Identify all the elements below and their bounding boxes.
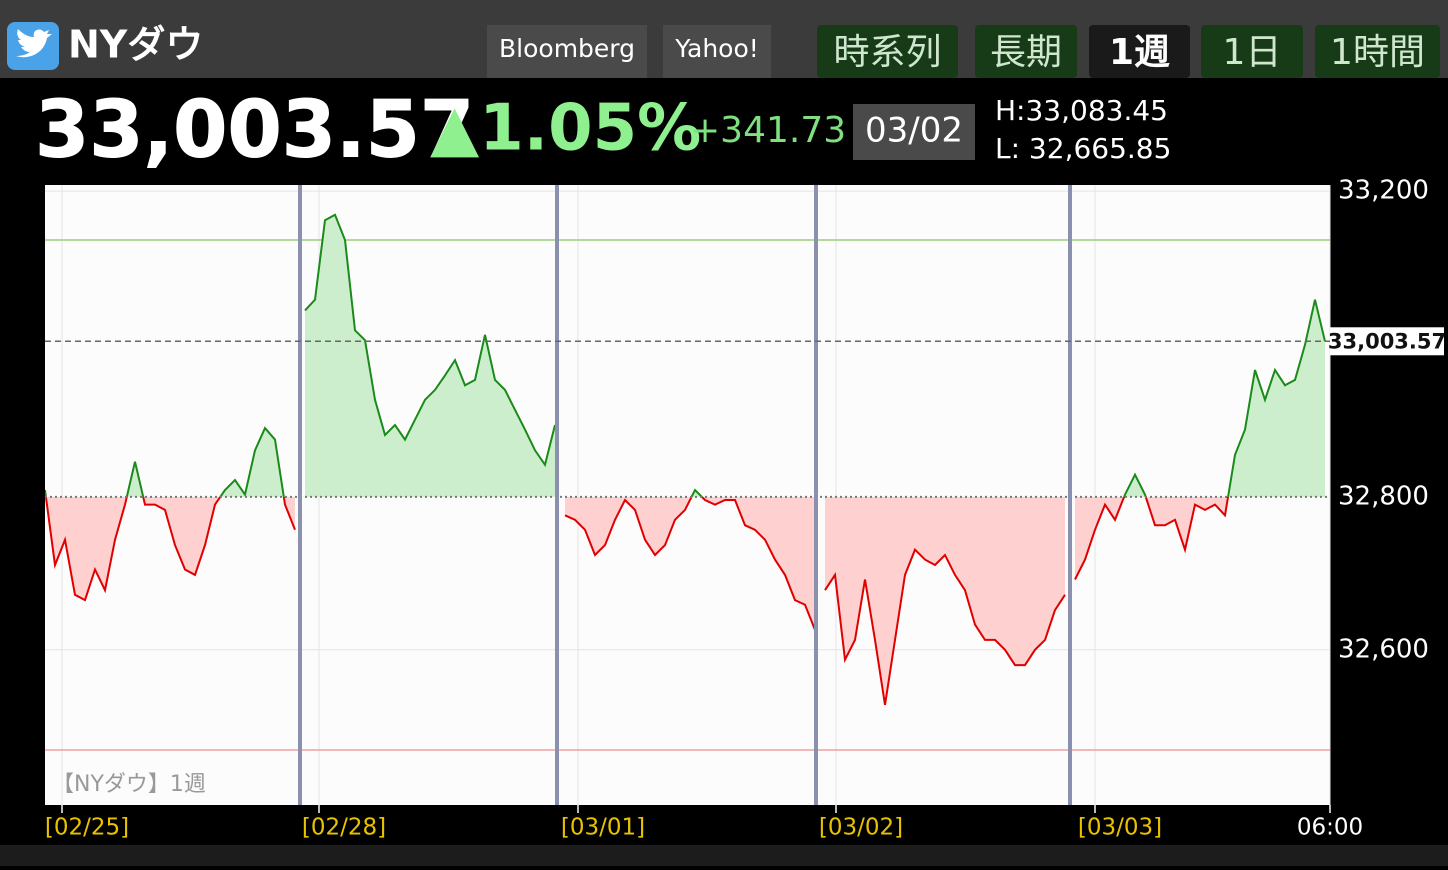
x-tick-label: [03/01]	[561, 815, 645, 841]
tab-bg	[975, 25, 1077, 78]
line-down	[564, 496, 816, 631]
price: 33,003.57	[35, 85, 474, 175]
button-bg	[487, 25, 647, 78]
area-down	[825, 496, 1065, 705]
last-price-box	[1330, 327, 1444, 356]
source-button[interactable]: Bloomberg	[487, 25, 647, 78]
y-tick-label: 33,200	[1338, 176, 1429, 206]
period-tab[interactable]: 長期	[975, 25, 1077, 78]
tab-label: 1日	[1223, 32, 1282, 73]
change-percent: ▲1.05%	[430, 92, 701, 166]
line-up	[45, 426, 285, 497]
x-tick-label: [02/25]	[45, 815, 129, 841]
last-price-label: 33,003.57	[1328, 329, 1446, 353]
x-tick-label: [03/03]	[1078, 815, 1162, 841]
button-label: Bloomberg	[499, 34, 635, 63]
period-tab[interactable]: 1週	[1089, 25, 1190, 78]
source-button[interactable]: Yahoo!	[663, 25, 771, 78]
line-up	[1123, 299, 1326, 497]
area-up	[305, 214, 555, 497]
tab-label: 1週	[1109, 32, 1170, 73]
tab-bg	[817, 25, 958, 78]
chart: [02/25] [02/28] [03/01] [03/02] [03/03] 06:00…	[45, 176, 1446, 841]
y-tick-label: 32,800	[1338, 481, 1429, 511]
tab-label: 長期	[990, 32, 1062, 73]
line-down	[1074, 496, 1230, 580]
period-tab[interactable]: 時系列	[817, 25, 958, 78]
x-tick-label: 06:00	[1297, 815, 1363, 841]
period-tab[interactable]: 1時間	[1315, 25, 1440, 78]
date-box	[853, 104, 975, 160]
high: H:33,083.45	[995, 94, 1168, 127]
tab-bg	[1201, 25, 1303, 78]
source-buttons: Bloomberg Yahoo!	[487, 25, 771, 78]
area-down	[1075, 496, 1229, 580]
line-up	[304, 213, 556, 468]
tab-bg	[1089, 25, 1190, 78]
period-tabs: 時系列 長期 1週 1日 1時間	[817, 25, 1440, 78]
twitter-button[interactable]	[7, 22, 59, 70]
tab-label: 1時間	[1330, 32, 1425, 73]
x-tick-label: [03/02]	[819, 815, 903, 841]
twitter-bird	[16, 29, 52, 58]
y-tick-label: 32,600	[1338, 634, 1429, 664]
x-tick-label: [02/28]	[302, 815, 386, 841]
area-down	[45, 496, 295, 601]
change: +341.73	[690, 110, 846, 151]
watermark: 【NYダウ】1週	[52, 772, 206, 797]
tab-bg	[1315, 25, 1440, 78]
line-down	[824, 547, 1066, 706]
button-bg	[663, 25, 771, 78]
button-label: Yahoo!	[674, 34, 759, 63]
low: L: 32,665.85	[995, 132, 1171, 165]
tab-label: 時系列	[833, 32, 941, 73]
page-title: NYダウ	[68, 23, 203, 67]
date: 03/02	[865, 111, 963, 151]
area-up	[1075, 299, 1325, 497]
area-down	[565, 496, 815, 630]
bottom-strip	[0, 845, 1448, 866]
period-tab[interactable]: 1日	[1201, 25, 1303, 78]
line-down	[45, 496, 296, 602]
